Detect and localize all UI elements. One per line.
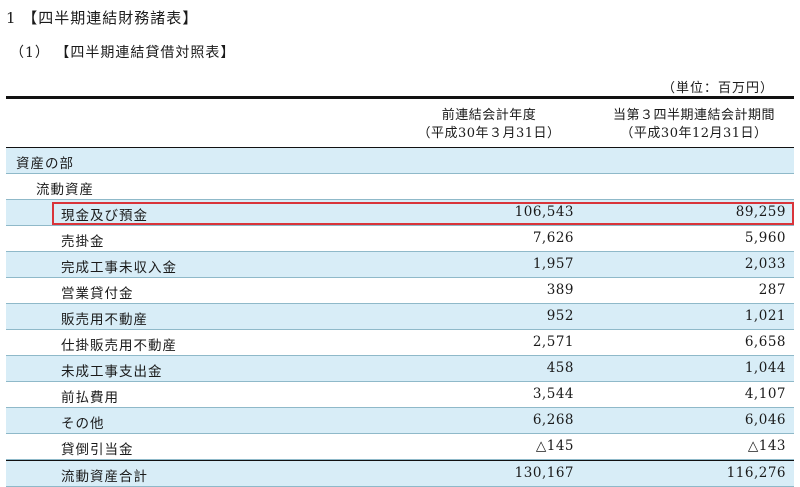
row-value-current: 116,276 <box>726 465 786 481</box>
table-header: 前連結会計年度 （平成30年３月31日） 当第３四半期連結会計期間 （平成30年… <box>6 96 794 148</box>
row-value-current: 6,046 <box>744 412 786 428</box>
row-value-current: 4,107 <box>744 386 786 402</box>
row-value-previous: 389 <box>546 282 574 298</box>
unit-note: （単位：百万円） <box>661 81 774 96</box>
row-value-current: 6,658 <box>744 334 786 350</box>
row-value-current: 1,044 <box>744 360 786 376</box>
table-row: 完成工事未収入金 1,957 2,033 <box>6 252 794 278</box>
highlight-box <box>52 202 794 225</box>
column-header-previous: 前連結会計年度 （平成30年３月31日） <box>384 107 594 143</box>
row-label: 前払費用 <box>61 390 119 406</box>
row-value-current: 89,259 <box>735 204 786 220</box>
row-label: 流動資産 <box>36 182 94 198</box>
row-label: 売掛金 <box>61 234 105 250</box>
column-header-previous-title: 前連結会計年度 <box>441 108 537 123</box>
table-row: 貸倒引当金 △145 △143 <box>6 434 794 460</box>
column-header-current-date: （平成30年12月31日） <box>620 126 768 141</box>
row-value-previous: 130,167 <box>514 465 574 481</box>
row-value-previous: 3,544 <box>532 386 574 402</box>
column-header-previous-date: （平成30年３月31日） <box>417 126 561 141</box>
balance-sheet-table: 前連結会計年度 （平成30年３月31日） 当第３四半期連結会計期間 （平成30年… <box>6 96 794 487</box>
row-value-current: 2,033 <box>744 256 786 272</box>
row-value-current: △143 <box>747 438 786 454</box>
row-value-previous: 7,626 <box>532 230 574 246</box>
row-value-previous: 2,571 <box>532 334 574 350</box>
row-value-current: 1,021 <box>744 308 786 324</box>
table-row: 資産の部 <box>6 148 794 174</box>
table-row: 売掛金 7,626 5,960 <box>6 226 794 252</box>
table-row: 仕掛販売用不動産 2,571 6,658 <box>6 330 794 356</box>
row-value-previous: 952 <box>546 308 574 324</box>
table-row-total: 流動資産合計 130,167 116,276 <box>6 460 794 487</box>
table-row: 営業貸付金 389 287 <box>6 278 794 304</box>
row-value-current: 5,960 <box>744 230 786 246</box>
row-value-previous: 1,957 <box>532 256 574 272</box>
table-row: 前払費用 3,544 4,107 <box>6 382 794 408</box>
section-heading: 1 【四半期連結財務諸表】 <box>6 9 199 27</box>
column-header-current: 当第３四半期連結会計期間 （平成30年12月31日） <box>594 107 794 143</box>
table-row: 未成工事支出金 458 1,044 <box>6 356 794 382</box>
row-label: 完成工事未収入金 <box>61 260 177 276</box>
row-value-previous: 458 <box>546 360 574 376</box>
table-row: 流動資産 <box>6 174 794 200</box>
row-label: 営業貸付金 <box>61 286 134 302</box>
column-header-current-title: 当第３四半期連結会計期間 <box>612 108 775 123</box>
row-label: 現金及び預金 <box>61 208 148 224</box>
row-label: 貸倒引当金 <box>61 442 134 458</box>
row-value-previous: 6,268 <box>532 412 574 428</box>
row-value-current: 287 <box>758 282 786 298</box>
row-value-previous: 106,543 <box>514 204 574 220</box>
row-label: 未成工事支出金 <box>61 364 163 380</box>
table-row: 販売用不動産 952 1,021 <box>6 304 794 330</box>
row-label: 販売用不動産 <box>61 312 148 328</box>
row-label: 資産の部 <box>16 156 74 172</box>
table-row-highlighted: 現金及び預金 106,543 89,259 <box>6 200 794 226</box>
table-row: その他 6,268 6,046 <box>6 408 794 434</box>
row-label: 流動資産合計 <box>61 469 148 485</box>
row-value-previous: △145 <box>535 438 574 454</box>
row-label: 仕掛販売用不動産 <box>61 338 177 354</box>
subsection-heading: （1） 【四半期連結貸借対照表】 <box>10 45 236 61</box>
row-label: その他 <box>61 416 105 432</box>
